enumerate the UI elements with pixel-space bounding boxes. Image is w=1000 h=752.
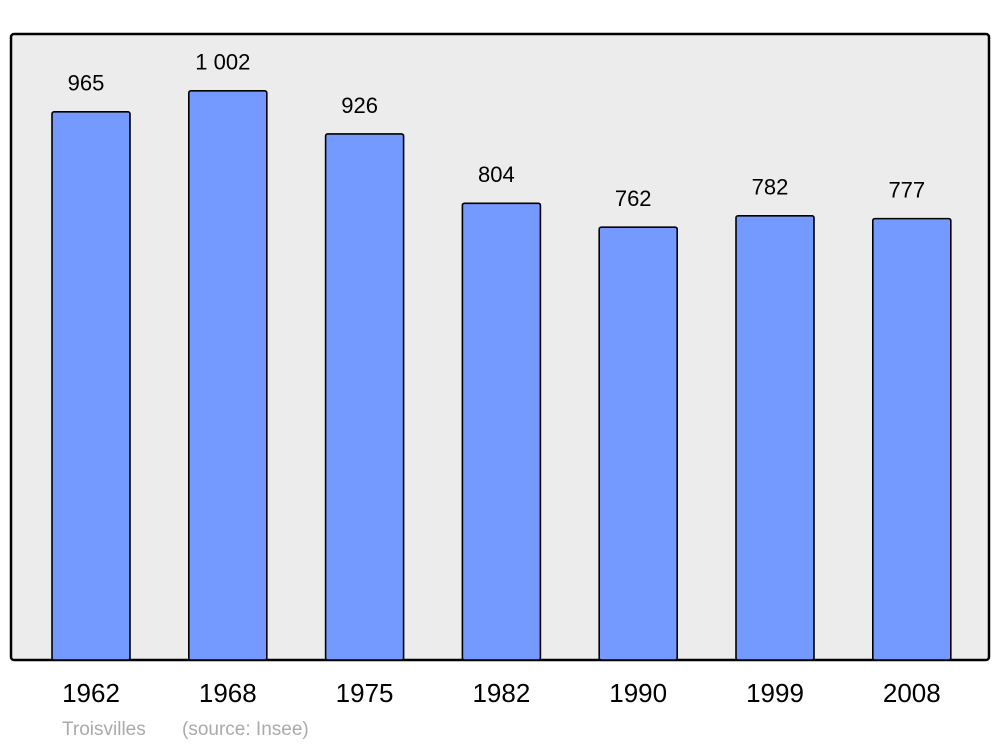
- value-label: 926: [341, 93, 378, 118]
- value-label: 777: [888, 177, 925, 202]
- bar: [735, 214, 815, 661]
- source-note: (source: Insee): [182, 719, 309, 740]
- value-label: 762: [615, 186, 652, 211]
- bar: [324, 133, 405, 661]
- value-label: 804: [478, 162, 515, 187]
- bar: [871, 217, 952, 661]
- x-tick-label: 1975: [336, 678, 394, 708]
- x-tick-label: 1962: [62, 678, 120, 708]
- place-name: Troisvilles: [62, 719, 146, 740]
- value-label: 965: [68, 71, 105, 96]
- value-label: 782: [752, 175, 789, 200]
- bar: [598, 226, 679, 661]
- x-tick-label: 1982: [472, 678, 530, 708]
- bar: [461, 202, 542, 661]
- value-label: 1 002: [195, 50, 250, 75]
- bar: [51, 111, 131, 661]
- x-tick-label: 1990: [609, 678, 667, 708]
- x-tick-label: 1968: [199, 678, 257, 708]
- x-tick-label: 1999: [746, 678, 804, 708]
- x-tick-label: 2008: [883, 678, 941, 708]
- bar: [188, 90, 268, 661]
